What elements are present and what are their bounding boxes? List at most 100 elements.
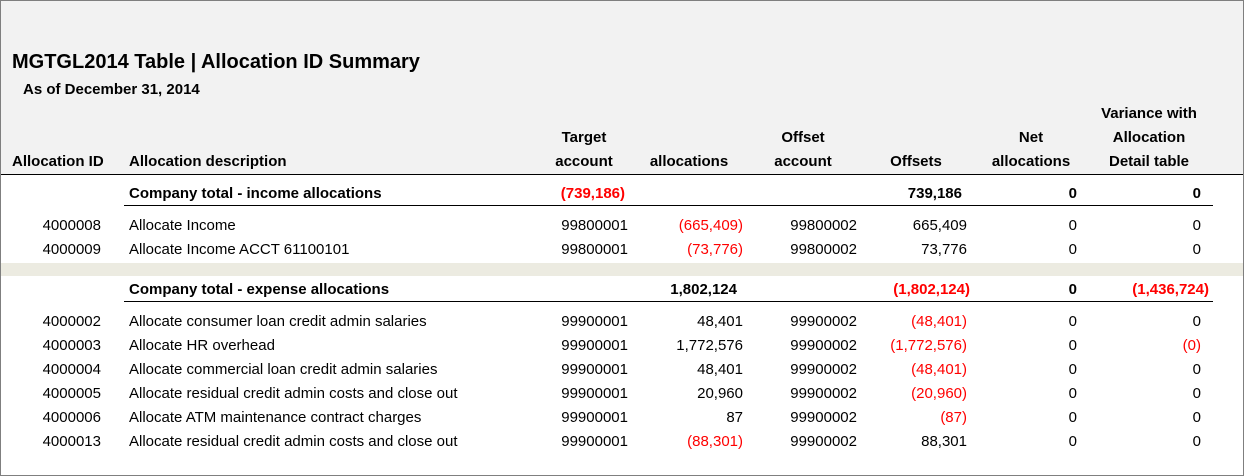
net-allocations-cell: 0: [1068, 361, 1077, 378]
variance-cell: 0: [1192, 313, 1201, 330]
offset-account-cell: 99800002: [790, 241, 857, 258]
offset-account-cell: 99900002: [790, 337, 857, 354]
total-description: Company total - expense allocations: [129, 281, 390, 298]
header-allocations: allocations: [649, 153, 729, 170]
target-account-cell: 99900001: [561, 337, 628, 354]
header-offsets: Offsets: [890, 153, 942, 170]
offset-account-cell: 99800002: [790, 217, 857, 234]
header-variance-line3: Detail table: [1108, 153, 1190, 170]
header-offset-account-line2: account: [774, 153, 832, 170]
net-allocations-cell: 0: [1068, 337, 1077, 354]
allocations-cell: (88,301): [687, 433, 743, 450]
target-account-cell: 99900001: [561, 313, 628, 330]
total-variance: (1,436,724): [1132, 281, 1209, 298]
total-underline: [124, 301, 1213, 302]
offsets-cell: 665,409: [912, 217, 967, 234]
total-net: 0: [1068, 281, 1077, 298]
total-underline: [124, 205, 1213, 206]
allocations-cell: (73,776): [687, 241, 743, 258]
target-account-cell: 99900001: [561, 385, 628, 402]
table-row: 4000013 Allocate residual credit admin co…: [1, 430, 1243, 454]
section-total-row: Company total - income allocations (739,…: [1, 182, 1243, 206]
header-target-account-line1: Target: [561, 129, 607, 146]
net-allocations-cell: 0: [1068, 313, 1077, 330]
offsets-cell: (87): [940, 409, 967, 426]
offset-account-cell: 99900002: [790, 409, 857, 426]
net-allocations-cell: 0: [1068, 409, 1077, 426]
offset-account-cell: 99900002: [790, 433, 857, 450]
offsets-cell: 88,301: [921, 433, 967, 450]
offset-account-cell: 99900002: [790, 313, 857, 330]
section-divider-band: [1, 263, 1243, 276]
description-cell: Allocate Income ACCT 61100101: [129, 241, 350, 258]
total-allocations: (739,186): [560, 185, 625, 202]
target-account-cell: 99800001: [561, 241, 628, 258]
net-allocations-cell: 0: [1068, 433, 1077, 450]
header-target-account-line2: account: [555, 153, 613, 170]
description-cell: Allocate commercial loan credit admin sa…: [129, 361, 438, 378]
net-allocations-cell: 0: [1068, 241, 1077, 258]
net-allocations-cell: 0: [1068, 385, 1077, 402]
allocations-cell: 48,401: [697, 361, 743, 378]
header-description: Allocation description: [129, 153, 287, 170]
offsets-cell: (48,401): [911, 313, 967, 330]
total-net: 0: [1068, 185, 1077, 202]
total-allocations: 1,802,124: [670, 281, 737, 298]
variance-cell: 0: [1192, 385, 1201, 402]
table-row: 4000008 Allocate Income 99800001 (665,409) 9…: [1, 214, 1243, 238]
header-variance-line2: Allocation: [1112, 129, 1186, 146]
description-cell: Allocate ATM maintenance contract charge…: [129, 409, 422, 426]
report-title: MGTGL2014 Table | Allocation ID Summary: [12, 51, 420, 73]
description-cell: Allocate HR overhead: [129, 337, 275, 354]
table-row: 4000004 Allocate commercial loan credit a…: [1, 358, 1243, 382]
header-net-allocations-line1: Net: [1018, 129, 1044, 146]
header-variance-line1: Variance with: [1101, 105, 1197, 122]
header-allocation-id: Allocation ID: [12, 153, 104, 170]
header-net-allocations-line2: allocations: [991, 153, 1071, 170]
allocations-cell: 87: [726, 409, 743, 426]
variance-cell: (0): [1182, 337, 1201, 354]
description-cell: Allocate residual credit admin costs and…: [129, 433, 458, 450]
target-account-cell: 99900001: [561, 409, 628, 426]
table-row: 4000009 Allocate Income ACCT 61100101 9980…: [1, 238, 1243, 262]
allocation-id-cell: 4000008: [42, 217, 101, 234]
variance-cell: 0: [1192, 409, 1201, 426]
allocation-id-cell: 4000002: [42, 313, 101, 330]
table-row: 4000006 Allocate ATM maintenance contract…: [1, 406, 1243, 430]
target-account-cell: 99800001: [561, 217, 628, 234]
target-account-cell: 99900001: [561, 433, 628, 450]
offsets-cell: (20,960): [911, 385, 967, 402]
allocations-cell: 48,401: [697, 313, 743, 330]
allocations-cell: 1,772,576: [676, 337, 743, 354]
allocation-id-cell: 4000006: [42, 409, 101, 426]
description-cell: Allocate Income: [129, 217, 236, 234]
allocations-cell: (665,409): [678, 217, 743, 234]
target-account-cell: 99900001: [561, 361, 628, 378]
net-allocations-cell: 0: [1068, 217, 1077, 234]
total-description: Company total - income allocations: [129, 185, 382, 202]
total-offsets: (1,802,124): [893, 281, 970, 298]
allocation-id-cell: 4000004: [42, 361, 101, 378]
offset-account-cell: 99900002: [790, 385, 857, 402]
allocation-id-cell: 4000009: [42, 241, 101, 258]
section-total-row: Company total - expense allocations 1,80…: [1, 278, 1243, 302]
allocation-id-cell: 4000013: [42, 433, 101, 450]
description-cell: Allocate residual credit admin costs and…: [129, 385, 458, 402]
table-row: 4000003 Allocate HR overhead 99900001 1,772…: [1, 334, 1243, 358]
total-variance: 0: [1192, 185, 1201, 202]
variance-cell: 0: [1192, 217, 1201, 234]
allocations-cell: 20,960: [697, 385, 743, 402]
offsets-cell: (48,401): [911, 361, 967, 378]
total-offsets: 739,186: [907, 185, 962, 202]
table-row: 4000005 Allocate residual credit admin co…: [1, 382, 1243, 406]
report-subtitle: As of December 31, 2014: [23, 81, 200, 98]
description-cell: Allocate consumer loan credit admin sala…: [129, 313, 427, 330]
allocation-id-cell: 4000003: [42, 337, 101, 354]
allocation-id-cell: 4000005: [42, 385, 101, 402]
offset-account-cell: 99900002: [790, 361, 857, 378]
variance-cell: 0: [1192, 433, 1201, 450]
table-row: 4000002 Allocate consumer loan credit adm…: [1, 310, 1243, 334]
header-offset-account-line1: Offset: [781, 129, 825, 146]
report-header: MGTGL2014 Table | Allocation ID Summary …: [1, 1, 1243, 175]
